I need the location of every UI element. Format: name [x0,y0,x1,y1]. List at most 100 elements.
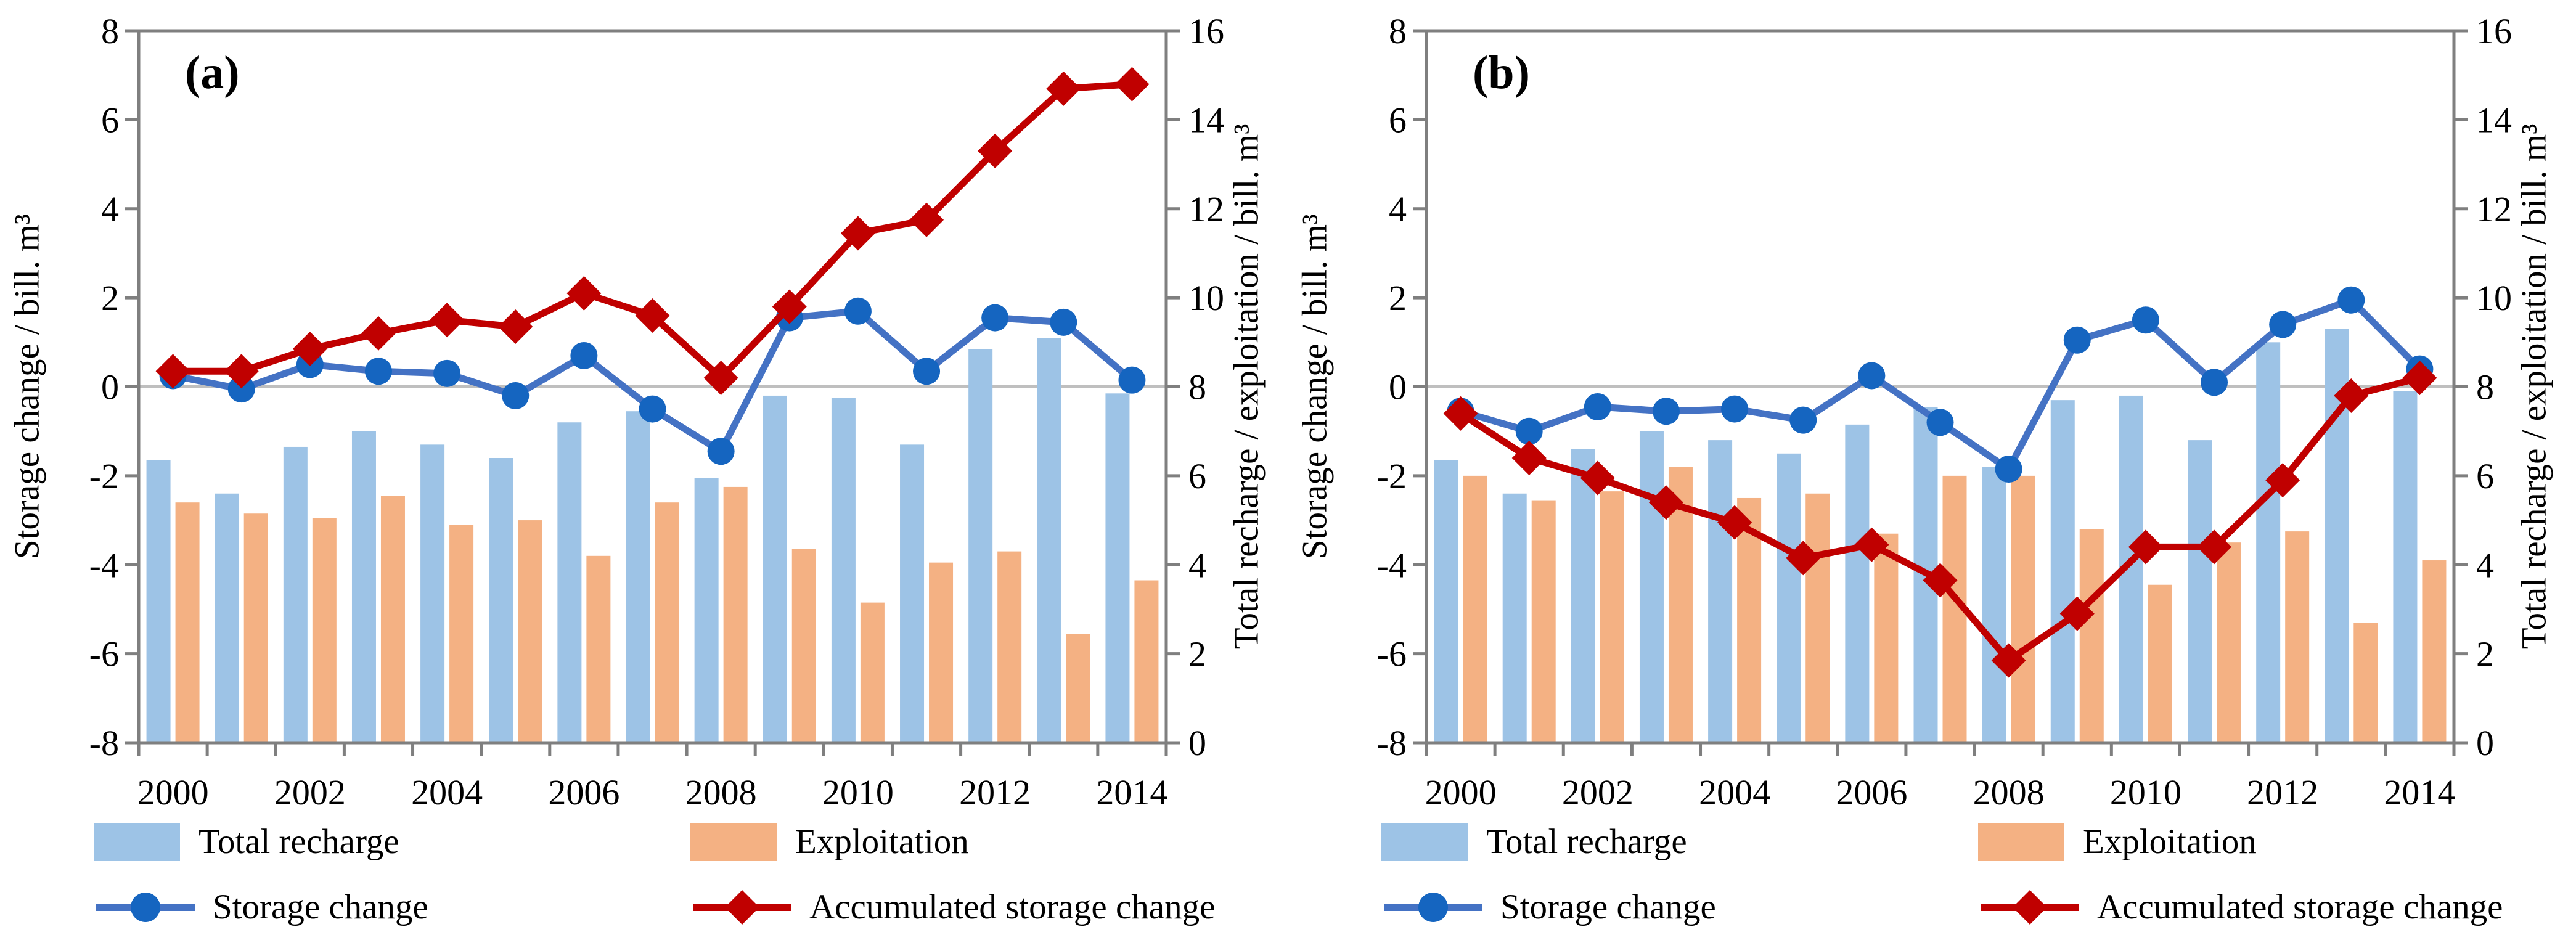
left-axis-tick-label: 2 [1389,278,1407,318]
marker-storage-change-2006 [1858,362,1886,390]
legend-item-storage-change-b: Storage change [1381,878,1716,936]
bar-total-recharge-2011 [2188,440,2212,743]
marker-accumulated-storage-change-2005 [498,309,533,345]
left-axis-tick-label: -6 [89,634,119,674]
x-axis-year-label: 2006 [548,772,619,812]
bar-exploitation-2003 [380,496,405,743]
legend-row-2-a: Storage change Accumulated storage chang… [0,878,1288,936]
marker-accumulated-storage-change-2004 [430,303,465,338]
marker-accumulated-storage-change-2009 [772,289,807,324]
bar-total-recharge-2011 [900,444,925,743]
bar-exploitation-2000 [1463,475,1487,743]
right-axis-tick-label: 10 [2476,278,2512,318]
marker-accumulated-storage-change-2000 [155,354,190,389]
exploitation-swatch [1978,822,2064,861]
bar-total-recharge-2012 [2256,342,2281,743]
left-axis-tick-label: -4 [1377,545,1407,585]
left-axis-title-b: Storage change / bill. m³ [1295,213,1335,560]
x-axis-year-label: 2002 [1562,772,1634,812]
chart-plot-b: -8 0 -6 2 -4 4 -2 6 0 8 2 10 4 12 6 14 8 16 2000 2002 2004 20… [1377,11,2512,812]
right-axis-tick-label: 6 [1188,456,1206,496]
bar-exploitation-2009 [2079,529,2104,743]
marker-storage-change-2003 [364,358,392,385]
left-axis-tick-label: 0 [1389,367,1407,407]
marker-accumulated-storage-change-2007 [635,298,670,333]
marker-accumulated-storage-change-2001 [224,354,259,389]
bar-total-recharge-2012 [968,349,993,743]
marker-accumulated-storage-change-2010 [2128,529,2163,565]
left-axis-tick-label: -4 [89,545,119,585]
bar-total-recharge-2009 [2050,400,2075,743]
marker-storage-change-2004 [1721,395,1749,423]
marker-accumulated-storage-change-2012 [2265,463,2300,498]
x-axis-year-label: 2006 [1836,772,1907,812]
marker-storage-change-2010 [2132,306,2159,334]
marker-accumulated-storage-change-2003 [361,316,396,351]
accumulated-storage-change-line-icon [1981,889,2079,925]
exploitation-swatch [690,822,777,861]
marker-storage-change-2008 [1995,456,2022,483]
bar-exploitation-2010 [860,602,885,743]
marker-accumulated-storage-change-2013 [2334,378,2369,413]
right-axis-tick-label: 6 [2476,456,2494,496]
left-axis-tick-label: 2 [101,278,119,318]
marker-accumulated-storage-change-2008 [703,361,738,396]
right-axis-tick-label: 16 [1188,11,1224,51]
bar-exploitation-2004 [1737,497,1762,743]
marker-storage-change-2006 [570,341,598,369]
left-axis-tick-label: 6 [1389,100,1407,140]
x-axis-year-label: 2002 [274,772,346,812]
bar-exploitation-2005 [518,520,542,743]
legend-item-accumulated-storage-change-a: Accumulated storage change [690,878,1215,936]
right-axis-tick-label: 12 [2476,189,2512,229]
marker-accumulated-storage-change-2006 [566,276,602,311]
marker-accumulated-storage-change-2002 [292,332,327,367]
right-axis-tick-label: 0 [2476,723,2494,763]
bar-exploitation-2000 [175,502,200,743]
marker-storage-change-2014 [1118,366,1146,394]
right-axis-title-a: Total recharge / exploitation / bill. m³ [1227,123,1266,650]
x-axis-year-label: 2004 [411,772,483,812]
marker-storage-change-2012 [2269,311,2297,338]
marker-storage-change-2011 [2201,369,2228,396]
marker-storage-change-2008 [707,438,735,465]
right-axis-tick-label: 8 [1188,367,1206,407]
marker-storage-change-2007 [1926,409,1954,436]
x-axis-year-label: 2000 [1425,772,1497,812]
x-axis-year-label: 2000 [137,772,209,812]
marker-accumulated-storage-change-2005 [1786,541,1821,576]
bar-total-recharge-2007 [626,411,650,743]
right-axis-tick-label: 10 [1188,278,1224,318]
marker-accumulated-storage-change-2012 [978,133,1013,168]
legend-label: Accumulated storage change [809,888,1216,926]
bar-exploitation-2006 [586,555,611,743]
marker-accumulated-storage-change-2008 [1991,643,2026,678]
legend-item-exploitation-a: Exploitation [690,812,969,871]
left-axis-tick-label: -6 [1377,634,1407,674]
marker-storage-change-2003 [1652,398,1680,425]
right-axis-tick-label: 16 [2476,11,2512,51]
marker-storage-change-2011 [913,358,941,385]
legend-row-1-b: Total recharge Exploitation [1288,812,2576,871]
x-axis-year-label: 2010 [822,772,894,812]
panel-b-label: (b) [1473,47,1530,99]
marker-storage-change-2012 [981,304,1009,332]
left-axis-tick-label: -8 [89,723,119,763]
bar-exploitation-2007 [655,502,679,743]
bar-total-recharge-2002 [283,446,308,743]
marker-storage-change-2013 [2337,286,2365,314]
legend-label: Exploitation [2083,822,2257,861]
bar-total-recharge-2009 [763,395,787,743]
bar-exploitation-2006 [1874,533,1899,743]
storage-change-line-icon [96,892,195,922]
left-axis-tick-label: 4 [1389,189,1407,229]
bar-total-recharge-2001 [215,493,239,743]
marker-storage-change-2002 [1584,393,1611,420]
x-axis-year-label: 2008 [685,772,757,812]
left-axis-tick-label: 0 [101,367,119,407]
bar-exploitation-2013 [2353,623,2378,743]
bar-exploitation-2002 [312,518,337,743]
bar-total-recharge-2000 [146,460,171,743]
bar-exploitation-2013 [1066,634,1090,743]
right-axis-tick-label: 4 [2476,545,2494,585]
